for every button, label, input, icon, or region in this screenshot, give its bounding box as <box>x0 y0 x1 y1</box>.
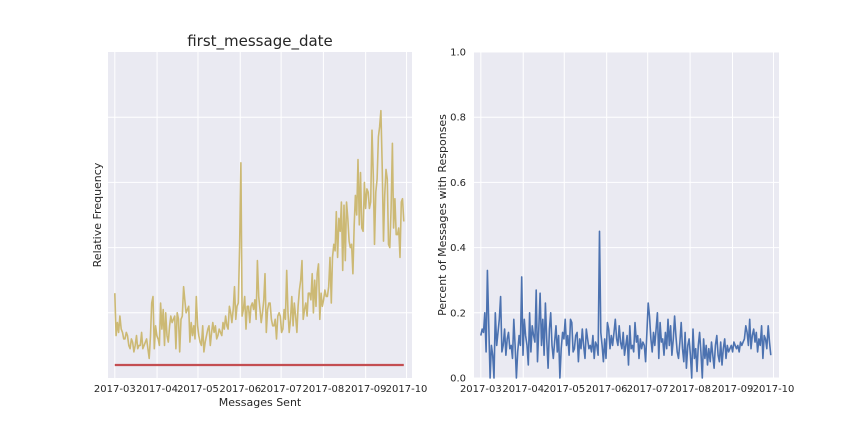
x-tick-label: 2017-07 <box>627 384 669 395</box>
left-x-ticks: 2017-03 2017-04 2017-05 2017-06 2017-07 2017-… <box>94 384 428 395</box>
x-tick-label: 2017-09 <box>345 384 387 395</box>
left-series-line-1 <box>114 109 405 360</box>
x-tick-label: 2017-07 <box>260 384 302 395</box>
x-tick-label: 2017-09 <box>712 384 754 395</box>
right-x-ticks: 2017-03 2017-04 2017-05 2017-06 2017-07 2017-… <box>460 384 794 395</box>
left-y-axis-label: Relative Frequency <box>91 162 104 267</box>
left-chart-title: first_message_date <box>187 32 333 51</box>
x-tick-label: 2017-06 <box>219 384 261 395</box>
right-chart: 2017-03 2017-04 2017-05 2017-06 2017-07 2017-… <box>436 48 794 396</box>
left-chart: 2017-03 2017-04 2017-05 2017-06 2017-07 2017-… <box>91 32 427 409</box>
y-tick-label: 0.4 <box>450 243 466 254</box>
x-tick-label: 2017-10 <box>386 384 428 395</box>
y-tick-label: 0.8 <box>450 113 466 124</box>
x-tick-label: 2017-03 <box>460 384 502 395</box>
x-tick-label: 2017-08 <box>302 384 344 395</box>
right-series-line-1 <box>480 230 772 379</box>
left-series-group <box>114 109 405 367</box>
x-tick-label: 2017-10 <box>753 384 795 395</box>
y-tick-label: 0.6 <box>450 178 466 189</box>
x-tick-label: 2017-08 <box>669 384 711 395</box>
right-plot-area <box>474 52 779 378</box>
y-tick-label: 0.2 <box>450 308 466 319</box>
x-tick-label: 2017-04 <box>502 384 544 395</box>
right-y-ticks: 0.0 0.2 0.4 0.6 0.8 1.0 <box>450 48 466 385</box>
y-tick-label: 1.0 <box>450 48 466 59</box>
left-x-axis-label: Messages Sent <box>219 396 302 409</box>
x-tick-label: 2017-04 <box>136 384 178 395</box>
x-tick-label: 2017-05 <box>177 384 219 395</box>
x-tick-label: 2017-03 <box>94 384 136 395</box>
y-tick-label: 0.0 <box>450 374 466 385</box>
x-tick-label: 2017-05 <box>543 384 585 395</box>
right-series-group <box>480 230 772 379</box>
x-tick-label: 2017-06 <box>586 384 628 395</box>
right-y-axis-label: Percent of Messages with Responses <box>436 114 449 316</box>
